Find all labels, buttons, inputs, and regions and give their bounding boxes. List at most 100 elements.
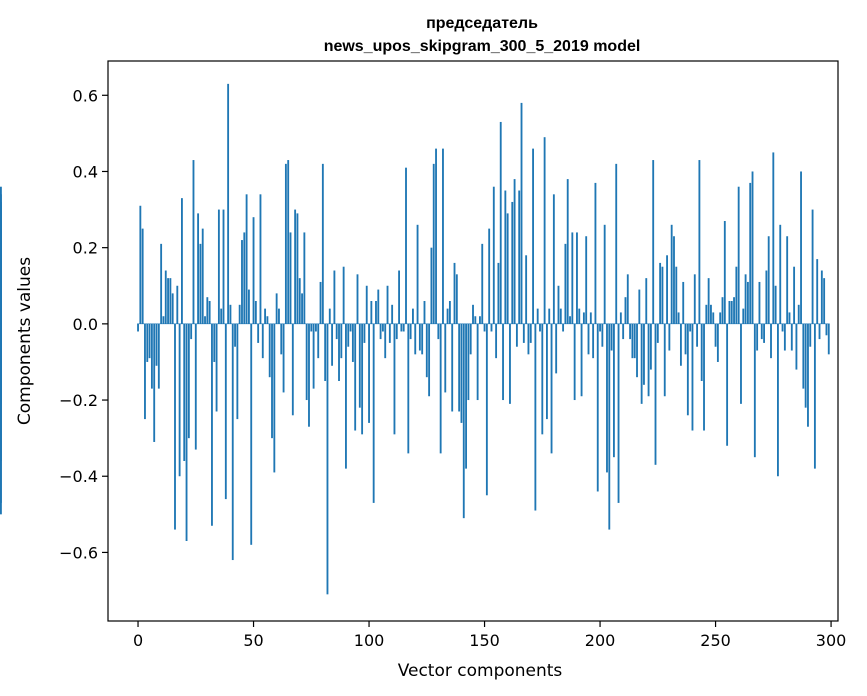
x-tick-label: 250: [700, 631, 731, 650]
bar-7: [153, 323, 156, 442]
x-tick-label: 300: [816, 631, 847, 650]
bar-83: [328, 308, 331, 324]
y-tick-label: −0.4: [59, 467, 98, 486]
bar-12: [164, 270, 167, 324]
y-tick-label: −0.2: [59, 391, 98, 410]
bar-112: [395, 323, 398, 340]
bar-203: [606, 323, 608, 473]
bar-189: [573, 323, 576, 401]
bar-268: [756, 323, 759, 351]
bar-140: [460, 323, 463, 423]
bar-274: [770, 323, 772, 359]
bar-77: [314, 323, 317, 332]
bar-100: [368, 323, 370, 423]
bar-164: [515, 323, 518, 347]
bar-72: [303, 232, 306, 324]
bar-287: [800, 171, 802, 324]
bar-15: [171, 293, 174, 324]
x-axis-label: Vector components: [398, 661, 563, 681]
bar-282: [788, 312, 791, 324]
bar-193: [582, 312, 585, 324]
bar-223: [652, 160, 655, 324]
bar-74: [308, 323, 310, 427]
x-axis: 0 50 100 150 200 250 300: [133, 621, 846, 650]
bar-154: [492, 186, 495, 324]
bar-260: [737, 186, 740, 324]
bar-93: [351, 323, 354, 362]
bar-99: [365, 285, 368, 324]
bar-148: [479, 316, 481, 324]
bar-129: [435, 148, 437, 324]
bar-69: [296, 213, 299, 324]
bar-180: [552, 194, 555, 324]
bar-73: [305, 323, 308, 401]
bar-239: [689, 323, 692, 332]
bar-295: [818, 323, 821, 340]
bar-166: [520, 102, 523, 324]
bar-173: [536, 308, 539, 324]
bar-256: [728, 301, 731, 324]
bar-40: [229, 304, 232, 324]
bar-132: [442, 148, 444, 324]
bar-59: [273, 323, 276, 473]
bar-277: [777, 323, 779, 477]
bar-293: [813, 323, 816, 469]
bar-126: [428, 323, 431, 397]
bar-205: [610, 323, 613, 351]
y-tick-label: 0.0: [73, 315, 98, 334]
bar-263: [744, 274, 747, 324]
bar-155: [495, 323, 498, 359]
bar-54: [261, 323, 264, 359]
bar-186: [566, 179, 569, 324]
plot-frame: [107, 60, 839, 622]
bar-49: [250, 323, 253, 545]
bar-94: [354, 323, 357, 431]
bar-196: [589, 312, 592, 324]
bar-51: [254, 301, 257, 324]
bar-67: [291, 323, 294, 416]
bar-139: [458, 323, 461, 412]
bar-209: [619, 312, 622, 324]
bar-165: [518, 190, 521, 324]
bar-48: [247, 289, 250, 324]
bar-249: [712, 312, 715, 324]
bar-211: [624, 297, 627, 324]
bar-105: [379, 323, 382, 340]
bar-275: [772, 152, 775, 324]
bar-90: [345, 323, 347, 469]
bar-141: [462, 323, 465, 519]
bar-185: [564, 243, 567, 324]
bar-179: [550, 323, 553, 454]
bar-176: [543, 137, 546, 324]
bar-269: [758, 281, 761, 324]
bar-259: [735, 266, 738, 324]
bar-250: [714, 323, 717, 347]
bar-161: [509, 323, 511, 404]
bar-288: [802, 323, 805, 389]
bar-168: [525, 255, 528, 324]
bar-230: [668, 323, 671, 351]
bar-62: [280, 323, 283, 355]
bar-219: [643, 323, 645, 385]
bar-1: [139, 205, 142, 324]
bar-8: [155, 323, 158, 366]
bar-276: [774, 285, 777, 324]
bar-103: [375, 301, 377, 324]
bar-84: [331, 323, 334, 366]
bar-298: [825, 323, 828, 336]
bar-202: [603, 224, 606, 324]
y-tick-label: −0.6: [59, 543, 98, 562]
bar-81: [324, 323, 327, 381]
bar-27: [199, 243, 202, 324]
bar-56: [266, 316, 269, 324]
bar-23: [190, 323, 193, 340]
bar-101: [370, 301, 373, 324]
bar-6: [150, 323, 153, 389]
bar-286: [797, 304, 800, 324]
bar-82: [326, 323, 329, 595]
bar-220: [645, 278, 648, 324]
bar-267: [753, 323, 756, 458]
bar-123: [421, 323, 424, 355]
bar-201: [601, 323, 604, 347]
